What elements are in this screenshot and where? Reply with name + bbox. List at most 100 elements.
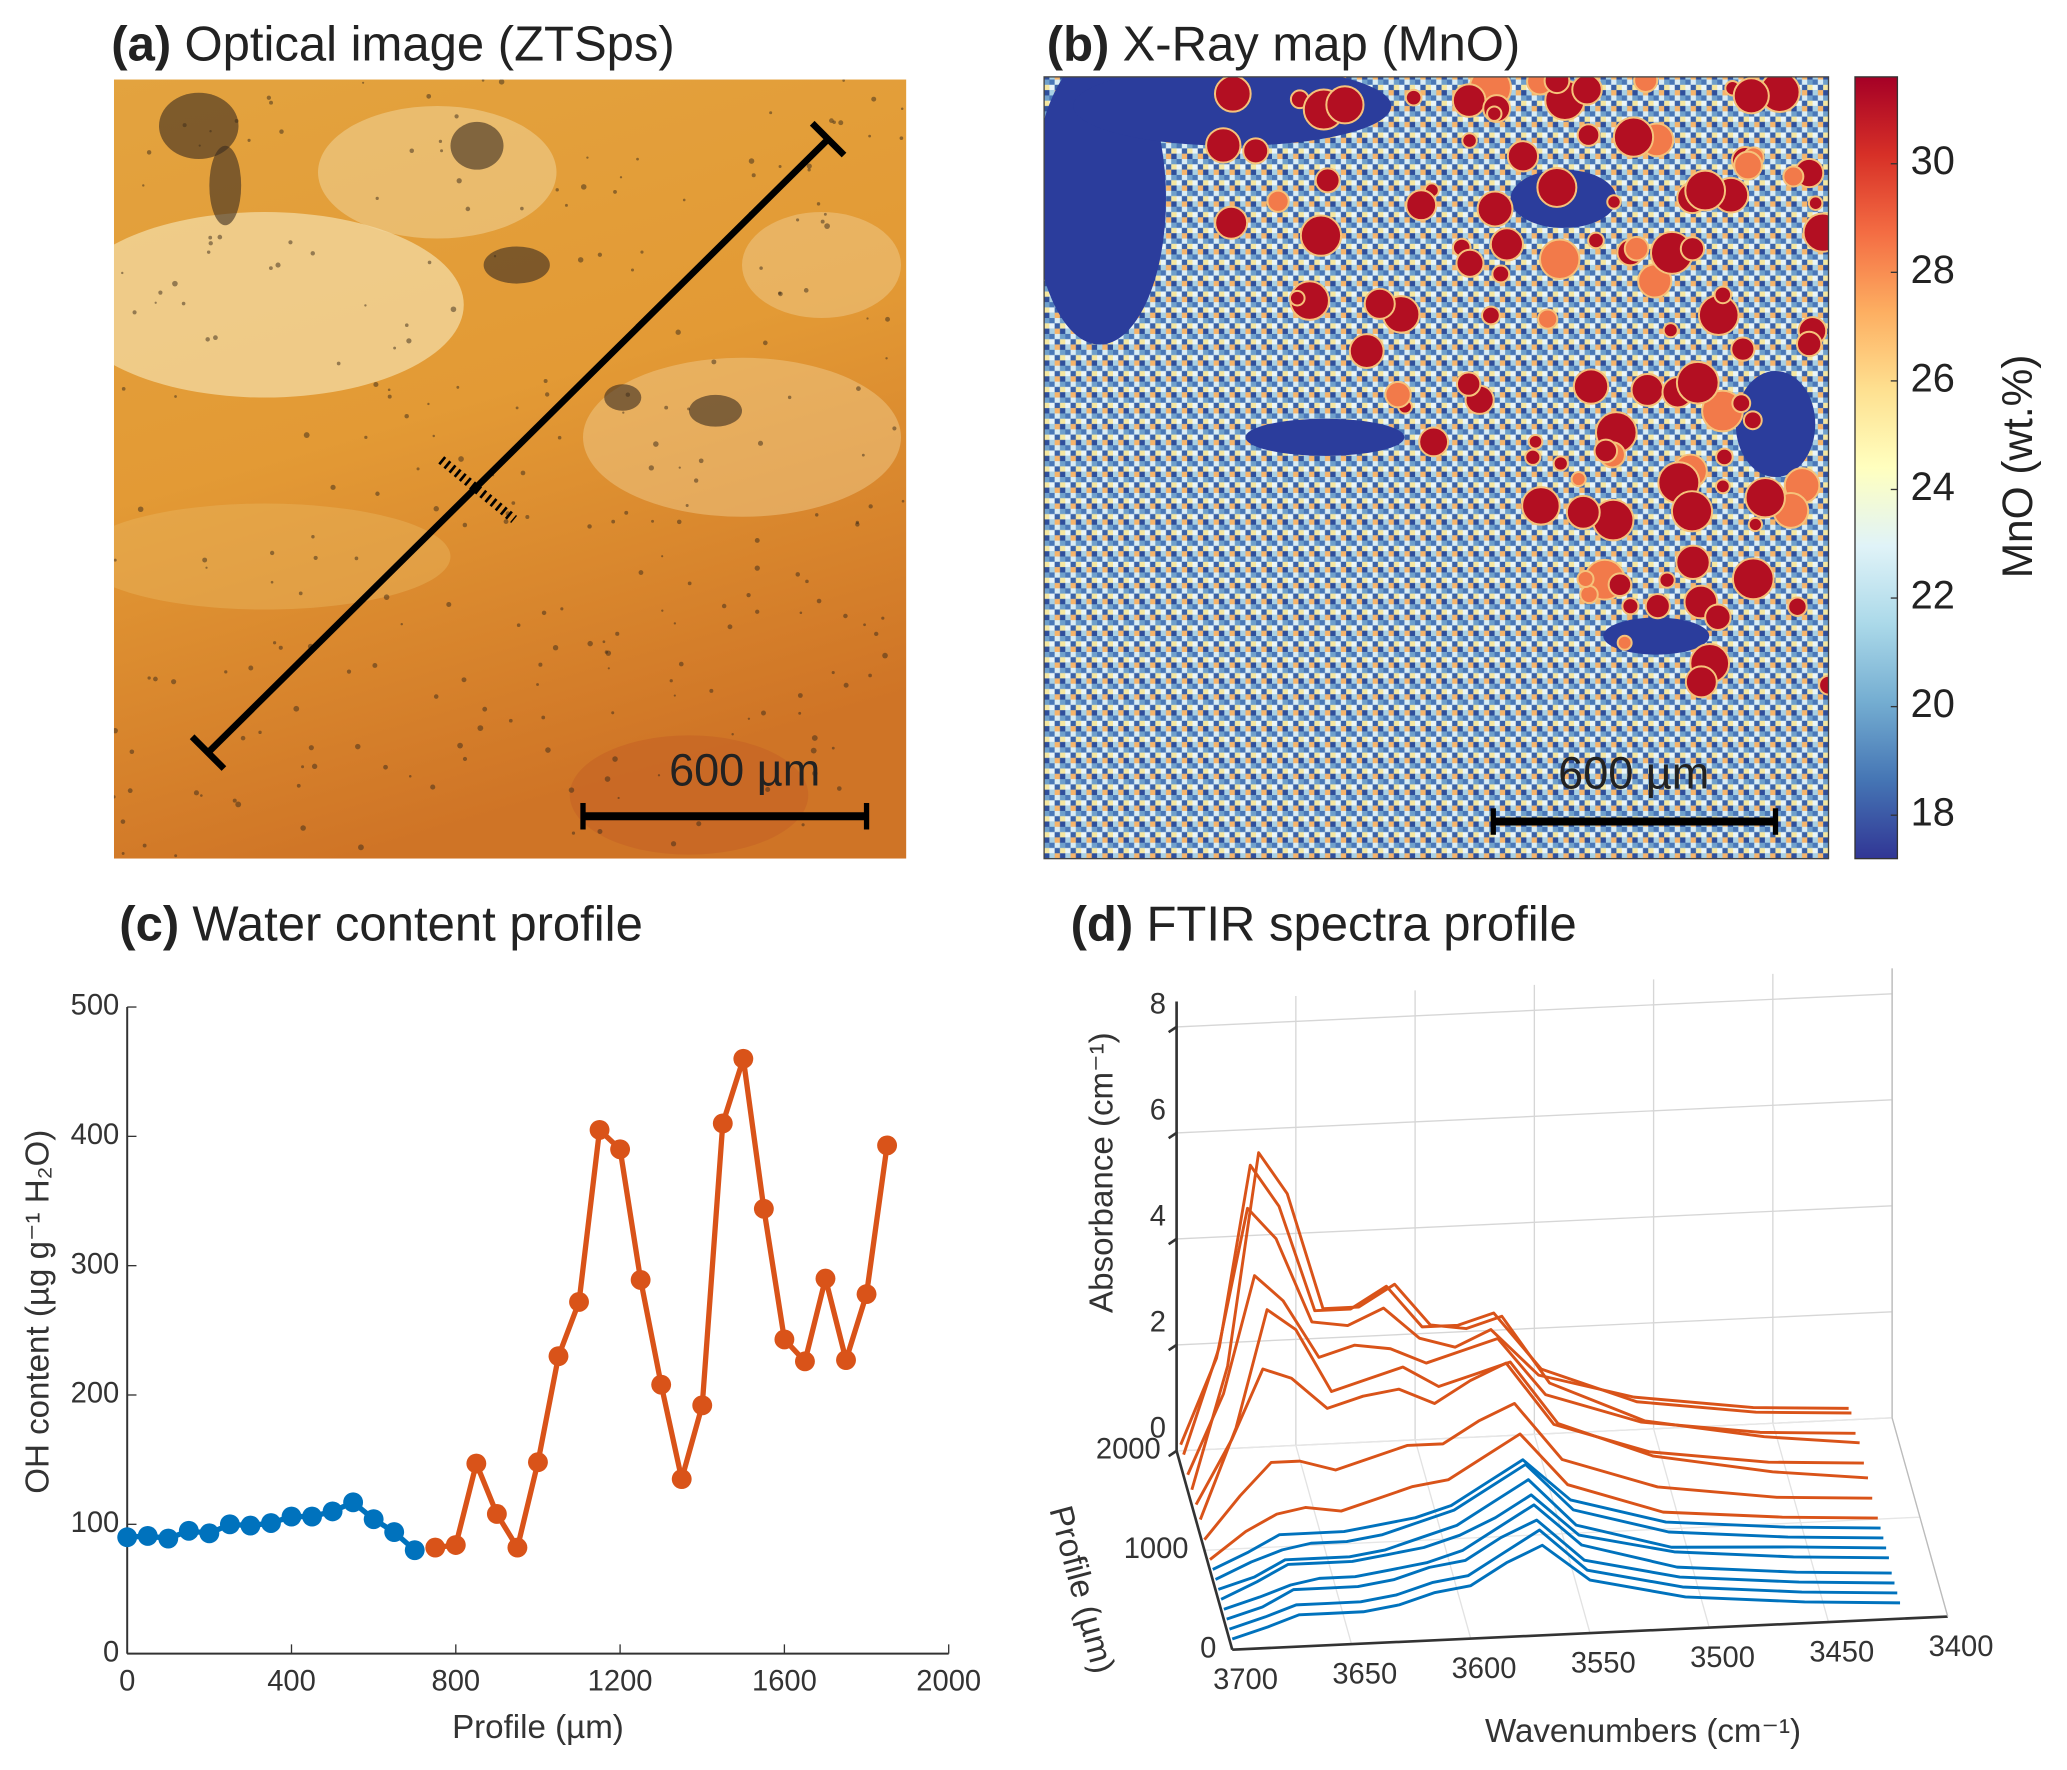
image-speck (761, 710, 766, 716)
map-grain (1644, 593, 1671, 620)
image-speck (269, 100, 273, 105)
colorbar-tick-label: 28 (1911, 248, 1955, 292)
data-point (158, 1528, 179, 1549)
image-speck (613, 190, 617, 194)
image-speck (279, 129, 284, 134)
image-speck (209, 130, 212, 133)
image-speck (515, 406, 519, 410)
image-speck (797, 693, 803, 698)
image-speck (787, 395, 792, 400)
profile-boundary (438, 456, 518, 524)
image-speck (247, 138, 251, 142)
spectrum (1223, 1503, 1892, 1611)
image-speck (560, 607, 564, 611)
map-grain (1606, 194, 1622, 210)
image-speck (564, 203, 568, 207)
image-speck (182, 123, 187, 128)
image-speck (856, 386, 861, 391)
image-speck (751, 173, 756, 178)
image-speck (824, 223, 830, 229)
map-void (1245, 418, 1405, 456)
z-tick (1167, 1449, 1178, 1458)
image-speck (823, 212, 827, 216)
x-tick-label: 1200 (588, 1665, 653, 1697)
image-speck (373, 381, 379, 388)
image-speck (597, 829, 603, 835)
image-speck (181, 301, 186, 306)
image-speck (653, 441, 659, 447)
image-speck (270, 580, 274, 584)
image-speck (622, 411, 625, 414)
image-speck (269, 266, 273, 270)
image-speck (778, 165, 782, 169)
image-speck (404, 323, 409, 327)
data-point (425, 1537, 446, 1558)
image-speck (568, 787, 575, 793)
image-speck (364, 304, 367, 307)
x-axis-label: Wavenumbers (cm⁻¹) (1485, 1713, 1801, 1750)
image-speck (696, 821, 702, 827)
data-point (651, 1374, 672, 1395)
panels: (a) Optical image (ZTSps) 600 µm (b) X-Ray m… (19, 18, 2040, 1750)
image-speck (113, 728, 118, 734)
colorbar (1854, 76, 1899, 860)
map-void (1735, 371, 1816, 478)
image-speck (258, 730, 262, 735)
image-speck (206, 250, 211, 254)
x-tick-label: 3500 (1690, 1642, 1755, 1674)
map-grain (1538, 238, 1581, 281)
data-point (445, 1535, 466, 1555)
y-axis-label: OH content (µg g⁻¹ H₂O) (19, 1130, 56, 1494)
image-speck (234, 118, 239, 123)
image-speck (525, 515, 530, 520)
x-tick-label: 3450 (1809, 1637, 1874, 1669)
image-speck (313, 555, 318, 560)
image-speck (458, 456, 464, 462)
image-speck (892, 426, 897, 431)
image-speck (863, 623, 866, 627)
image-speck (868, 134, 872, 138)
panel-title: (d) FTIR spectra profile (1071, 897, 1577, 951)
map-grain (1461, 132, 1478, 149)
image-speck (426, 94, 432, 99)
image-speck (541, 610, 547, 616)
image-speck (747, 717, 751, 720)
image-speck (625, 392, 631, 397)
image-speck (205, 566, 208, 569)
image-speck (121, 271, 124, 275)
image-speck (838, 120, 844, 126)
image-speck (638, 570, 644, 575)
data-point (877, 1135, 898, 1156)
spectrum (1190, 1151, 1860, 1491)
image-speck (296, 783, 301, 788)
image-speck (493, 255, 497, 258)
image-dark-spot (604, 384, 642, 411)
data-point (486, 1504, 507, 1524)
map-grain (1731, 393, 1752, 414)
x-axis-label: Profile (µm) (452, 1709, 624, 1746)
y-tick-label: 100 (71, 1507, 120, 1539)
image-dark-spot (689, 394, 742, 427)
optical-image (113, 79, 907, 859)
image-speck (731, 733, 734, 736)
map-grain (1506, 140, 1540, 173)
map-void (1044, 76, 1166, 345)
image-speck (147, 676, 151, 680)
panel-title: (a) Optical image (ZTSps) (111, 18, 674, 72)
image-speck (198, 144, 201, 147)
image-speck (831, 746, 835, 750)
image-speck (275, 262, 281, 268)
image-speck (205, 337, 210, 342)
map-grain (1384, 380, 1412, 409)
series-line (434, 1057, 890, 1555)
data-point (363, 1509, 384, 1530)
data-point (733, 1048, 754, 1069)
axis-line (1232, 1615, 1948, 1651)
map-grain (1684, 169, 1727, 212)
image-speck (303, 432, 310, 438)
axis-line (1175, 1450, 1234, 1651)
z-tick-label: 2 (1150, 1306, 1166, 1338)
map-grain (1576, 570, 1595, 589)
map-grain (1266, 189, 1290, 213)
